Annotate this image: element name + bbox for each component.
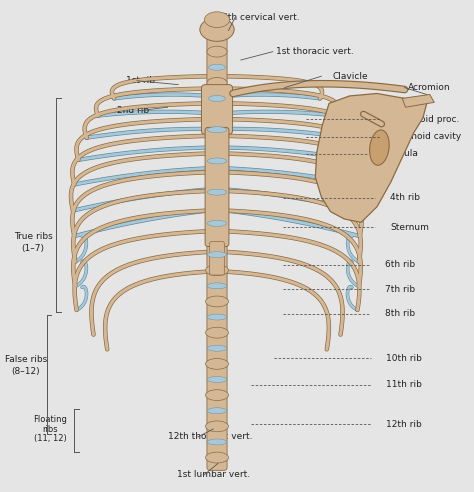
Polygon shape <box>402 94 434 107</box>
Polygon shape <box>315 93 428 222</box>
Ellipse shape <box>207 283 227 289</box>
Ellipse shape <box>200 18 234 41</box>
FancyBboxPatch shape <box>205 127 229 246</box>
Ellipse shape <box>207 345 227 351</box>
Text: Glenoid cavity: Glenoid cavity <box>396 132 462 141</box>
Ellipse shape <box>370 130 389 165</box>
Ellipse shape <box>207 314 227 320</box>
Ellipse shape <box>206 421 228 432</box>
Ellipse shape <box>206 140 228 151</box>
Text: 7th rib: 7th rib <box>385 285 416 294</box>
Text: 1st thoracic vert.: 1st thoracic vert. <box>275 47 353 56</box>
Ellipse shape <box>206 265 228 276</box>
FancyBboxPatch shape <box>207 36 227 470</box>
Text: 2nd rib: 2nd rib <box>117 106 149 115</box>
Ellipse shape <box>207 220 227 226</box>
Ellipse shape <box>206 109 228 120</box>
Ellipse shape <box>206 171 228 182</box>
Text: 8th rib: 8th rib <box>385 309 416 318</box>
Ellipse shape <box>206 296 228 307</box>
FancyBboxPatch shape <box>210 242 224 275</box>
Text: Coracoid proc.: Coracoid proc. <box>394 115 460 123</box>
Text: False ribs: False ribs <box>5 355 47 364</box>
Text: Clavicle: Clavicle <box>332 72 368 81</box>
Ellipse shape <box>206 234 228 245</box>
Text: ribs: ribs <box>42 425 58 433</box>
Text: 1st rib: 1st rib <box>127 76 155 85</box>
Ellipse shape <box>207 439 227 445</box>
Ellipse shape <box>206 390 228 400</box>
Text: 1st lumbar vert.: 1st lumbar vert. <box>177 470 250 479</box>
Ellipse shape <box>206 359 228 369</box>
Text: 4th rib: 4th rib <box>390 193 420 202</box>
Text: 12th thoracic vert.: 12th thoracic vert. <box>168 432 252 441</box>
Ellipse shape <box>207 189 227 195</box>
Ellipse shape <box>209 64 226 70</box>
Ellipse shape <box>207 408 227 414</box>
Text: (1–7): (1–7) <box>22 244 45 253</box>
Ellipse shape <box>207 46 227 57</box>
Text: 6th rib: 6th rib <box>385 260 416 269</box>
Text: True ribs: True ribs <box>14 232 53 241</box>
Ellipse shape <box>207 77 227 88</box>
Ellipse shape <box>204 12 229 28</box>
Ellipse shape <box>206 202 228 213</box>
FancyBboxPatch shape <box>201 85 233 134</box>
Text: 11th rib: 11th rib <box>386 380 422 389</box>
Text: 12th rib: 12th rib <box>386 420 422 429</box>
Text: (11, 12): (11, 12) <box>34 434 66 443</box>
Ellipse shape <box>207 158 227 164</box>
Ellipse shape <box>207 127 227 133</box>
Ellipse shape <box>206 452 228 463</box>
Text: 6th cervical vert.: 6th cervical vert. <box>222 13 300 22</box>
Text: Acromion: Acromion <box>408 83 451 92</box>
Text: (8–12): (8–12) <box>11 367 40 376</box>
Text: 10th rib: 10th rib <box>386 354 422 363</box>
Ellipse shape <box>206 327 228 338</box>
Text: Floating: Floating <box>33 415 67 424</box>
Text: Scapula: Scapula <box>383 149 419 158</box>
Ellipse shape <box>207 376 227 382</box>
Text: Sternum: Sternum <box>390 223 429 232</box>
Ellipse shape <box>207 251 227 258</box>
Ellipse shape <box>209 95 226 101</box>
